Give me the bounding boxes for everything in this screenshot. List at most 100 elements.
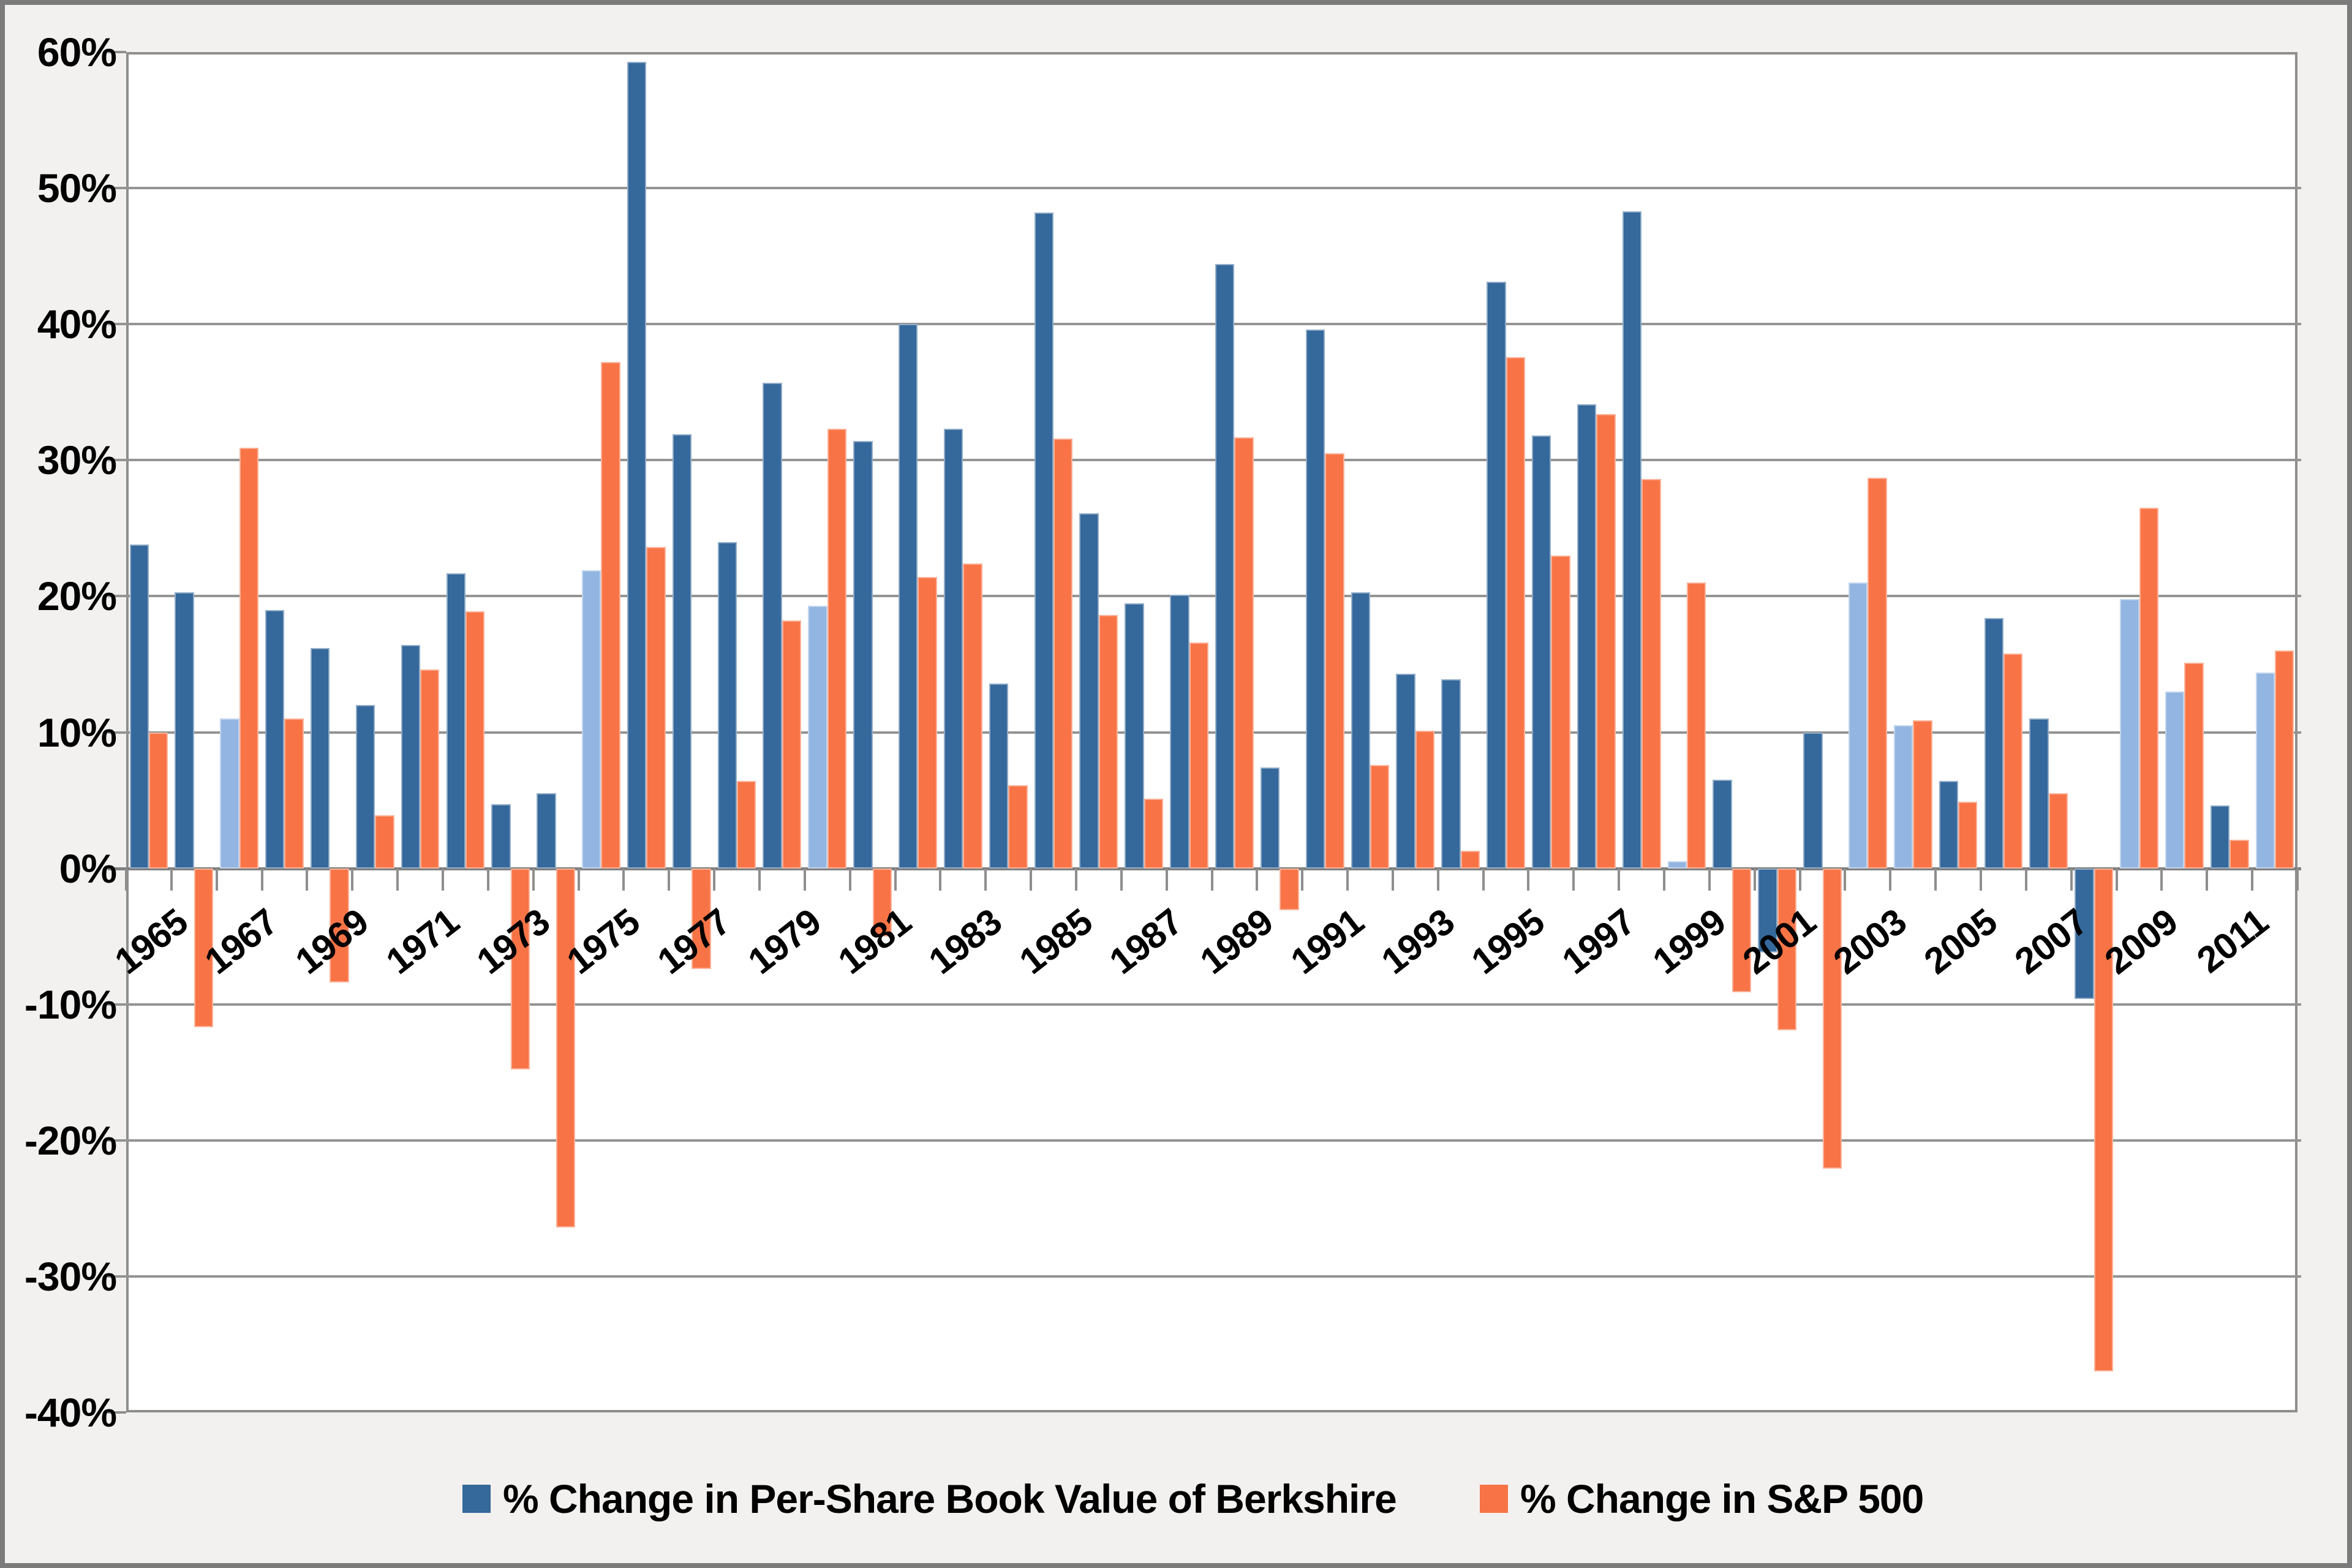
y-axis-label-30: 30% <box>37 437 117 483</box>
gridline-50 <box>108 187 2301 190</box>
bar-berkshire-1982 <box>899 324 918 869</box>
bar-sp500-1978 <box>737 781 756 869</box>
bar-sp500-1974 <box>556 868 575 1227</box>
x-axis-tick <box>1844 868 1847 891</box>
x-axis-tick <box>1482 868 1485 891</box>
bar-sp500-1989 <box>1234 437 1254 869</box>
gridline-30 <box>108 459 2301 462</box>
sp500-series-label: % Change in S&P 500 <box>1520 1476 1924 1521</box>
bar-sp500-1996 <box>1551 555 1570 869</box>
x-axis-tick <box>1798 868 1801 891</box>
bar-berkshire-2009 <box>2120 598 2139 869</box>
x-axis-tick <box>1030 868 1033 891</box>
bar-sp500-2010 <box>2184 663 2204 869</box>
x-axis-tick <box>2115 868 2118 891</box>
x-axis-tick <box>2251 868 2254 891</box>
y-axis-label-0: 0% <box>59 845 117 891</box>
bar-berkshire-1974 <box>537 793 556 869</box>
bar-sp500-1993 <box>1415 731 1435 869</box>
x-axis-tick <box>486 868 489 891</box>
bar-sp500-2000 <box>1732 868 1752 992</box>
x-axis-tick <box>939 868 942 891</box>
x-axis-tick <box>1980 868 1983 891</box>
bar-sp500-1983 <box>963 564 982 869</box>
gridline-0 <box>108 867 2301 870</box>
bar-berkshire-1991 <box>1305 330 1325 869</box>
y-axis-label--10: -10% <box>24 981 117 1027</box>
bar-sp500-1981 <box>872 868 892 937</box>
bar-sp500-1997 <box>1596 413 1616 869</box>
bar-berkshire-2004 <box>1893 725 1913 869</box>
bar-berkshire-1994 <box>1441 679 1461 869</box>
bar-sp500-1977 <box>692 868 711 969</box>
bar-berkshire-2006 <box>1984 617 2003 869</box>
bar-berkshire-1986 <box>1079 513 1099 869</box>
bar-sp500-1998 <box>1642 479 1661 869</box>
bar-sp500-1966 <box>194 868 214 1028</box>
bar-sp500-2009 <box>2139 508 2158 869</box>
y-axis-label--30: -30% <box>24 1253 117 1299</box>
bar-sp500-1965 <box>148 732 168 869</box>
bar-berkshire-2012 <box>2255 672 2275 869</box>
legend-item-sp500: % Change in S&P 500 <box>1480 1476 1924 1521</box>
x-axis-tick <box>1346 868 1349 891</box>
x-axis-tick <box>758 868 761 891</box>
bar-sp500-1969 <box>330 868 349 983</box>
bar-sp500-1982 <box>918 577 937 869</box>
gridline--10 <box>108 1003 2301 1006</box>
legend: % Change in Per-Share Book Value of Berk… <box>0 1476 2352 1526</box>
gridline--30 <box>108 1275 2301 1278</box>
bar-sp500-1972 <box>465 611 485 869</box>
x-axis-tick <box>1074 868 1077 891</box>
gridline-20 <box>108 595 2301 598</box>
bar-sp500-1987 <box>1144 799 1164 869</box>
x-axis-tick <box>441 868 444 891</box>
bar-sp500-1971 <box>420 669 440 869</box>
x-axis-tick <box>1436 868 1439 891</box>
bar-sp500-2011 <box>2230 839 2249 869</box>
bar-berkshire-2003 <box>1848 582 1868 869</box>
bar-sp500-1975 <box>601 362 620 869</box>
bar-sp500-2005 <box>1958 801 1978 869</box>
x-axis-tick <box>1527 868 1530 891</box>
x-axis-tick <box>1708 868 1711 891</box>
x-axis-tick <box>1391 868 1394 891</box>
x-axis-tick <box>306 868 309 891</box>
x-axis-tick <box>713 868 716 891</box>
x-axis-tick <box>2160 868 2163 891</box>
y-axis-label-10: 10% <box>37 709 117 755</box>
bar-berkshire-1970 <box>355 705 375 869</box>
x-axis-tick <box>260 868 263 891</box>
bar-sp500-2004 <box>1913 720 1932 869</box>
bar-sp500-1980 <box>827 429 847 869</box>
bar-berkshire-1976 <box>627 61 647 869</box>
bar-sp500-2006 <box>2003 653 2023 869</box>
bar-sp500-1988 <box>1189 642 1208 869</box>
gridline--20 <box>108 1139 2301 1142</box>
bar-berkshire-1985 <box>1034 213 1054 869</box>
bar-sp500-1968 <box>284 718 304 869</box>
legend-item-berkshire: % Change in Per-Share Book Value of Berk… <box>462 1476 1397 1521</box>
bar-berkshire-1996 <box>1532 435 1551 869</box>
bar-berkshire-2008 <box>2075 868 2094 999</box>
x-axis-tick <box>1934 868 1937 891</box>
bar-sp500-2007 <box>2048 793 2068 869</box>
bar-berkshire-1989 <box>1215 264 1235 869</box>
x-axis-tick <box>215 868 218 891</box>
x-axis-tick <box>1120 868 1123 891</box>
x-axis-tick <box>1256 868 1259 891</box>
x-axis-tick <box>396 868 399 891</box>
bar-sp500-2003 <box>1868 478 1887 869</box>
x-axis-tick <box>984 868 987 891</box>
x-axis-tick <box>622 868 625 891</box>
bar-berkshire-1969 <box>310 647 330 869</box>
gridline-40 <box>108 323 2301 326</box>
bar-berkshire-1988 <box>1170 595 1189 869</box>
x-axis-tick <box>1165 868 1168 891</box>
bar-sp500-1994 <box>1460 850 1480 869</box>
x-axis-tick <box>2296 868 2299 891</box>
x-axis-tick <box>803 868 806 891</box>
bar-berkshire-2011 <box>2210 805 2230 869</box>
y-axis-label--20: -20% <box>24 1117 117 1163</box>
